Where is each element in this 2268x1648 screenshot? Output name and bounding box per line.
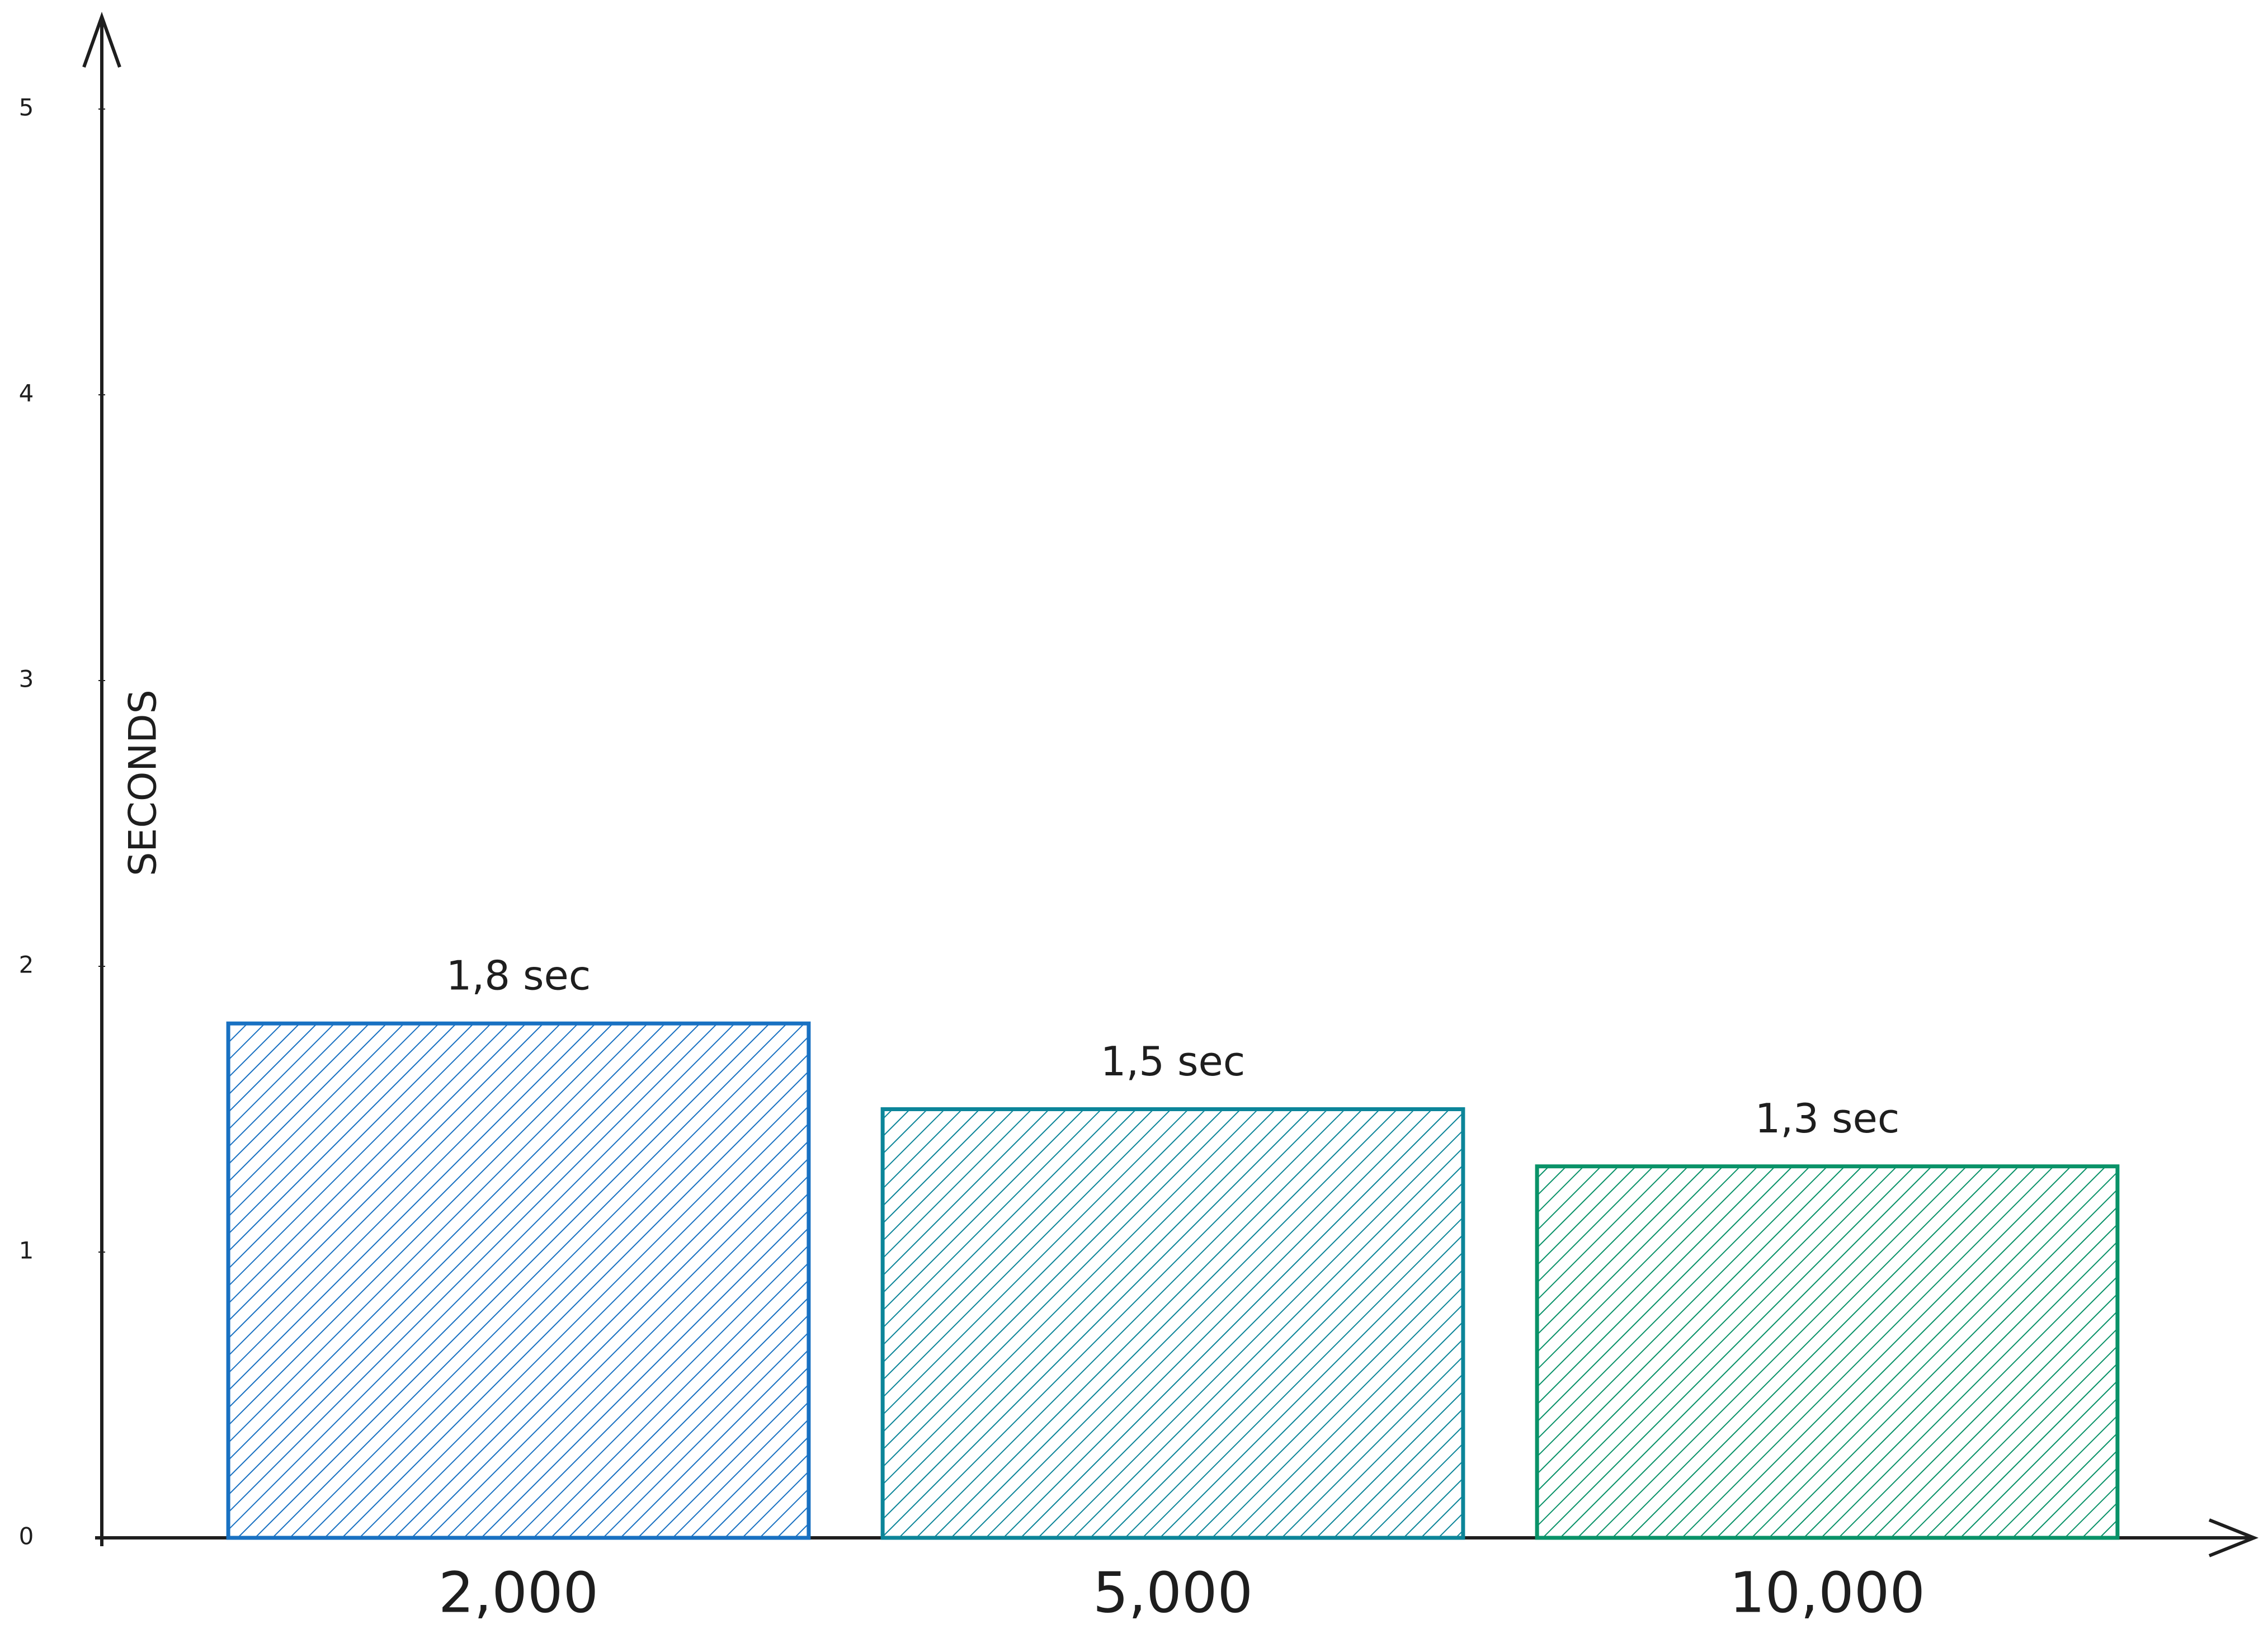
x-tick-label: 2,000: [438, 1560, 598, 1625]
value-label: 1,3 sec: [1755, 1095, 1900, 1142]
y-tick-label: 5: [19, 94, 34, 121]
bar: [226, 1021, 811, 1540]
bar: [880, 1107, 1465, 1540]
x-tick-label: 10,000: [1729, 1560, 1925, 1625]
y-tick-label: 0: [19, 1523, 34, 1550]
value-label: 1,8 sec: [446, 952, 591, 999]
bar: [1535, 1164, 2120, 1540]
x-tick-label: 5,000: [1093, 1560, 1253, 1625]
value-label: 1,5 sec: [1101, 1038, 1246, 1085]
y-tick-label: 2: [19, 951, 34, 979]
y-tick-label: 1: [19, 1237, 34, 1264]
y-axis-label: SECONDS: [121, 690, 166, 876]
y-axis: [82, 12, 121, 1546]
y-tick-label: 3: [19, 665, 34, 693]
y-tick-label: 4: [19, 380, 34, 407]
